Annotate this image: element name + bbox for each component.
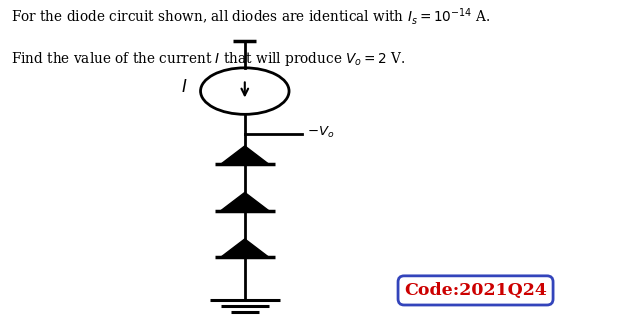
Text: $I$: $I$ (182, 79, 188, 96)
Text: Code:2021Q24: Code:2021Q24 (404, 282, 547, 299)
Text: For the diode circuit shown, all diodes are identical with $I_s = 10^{-14}$ A.: For the diode circuit shown, all diodes … (11, 6, 490, 27)
Text: Find the value of the current $I$ that will produce $V_o = 2$ V.: Find the value of the current $I$ that w… (11, 50, 406, 68)
Text: $-V_o$: $-V_o$ (307, 125, 334, 140)
Polygon shape (221, 192, 269, 211)
Polygon shape (221, 146, 269, 164)
Polygon shape (221, 239, 269, 257)
